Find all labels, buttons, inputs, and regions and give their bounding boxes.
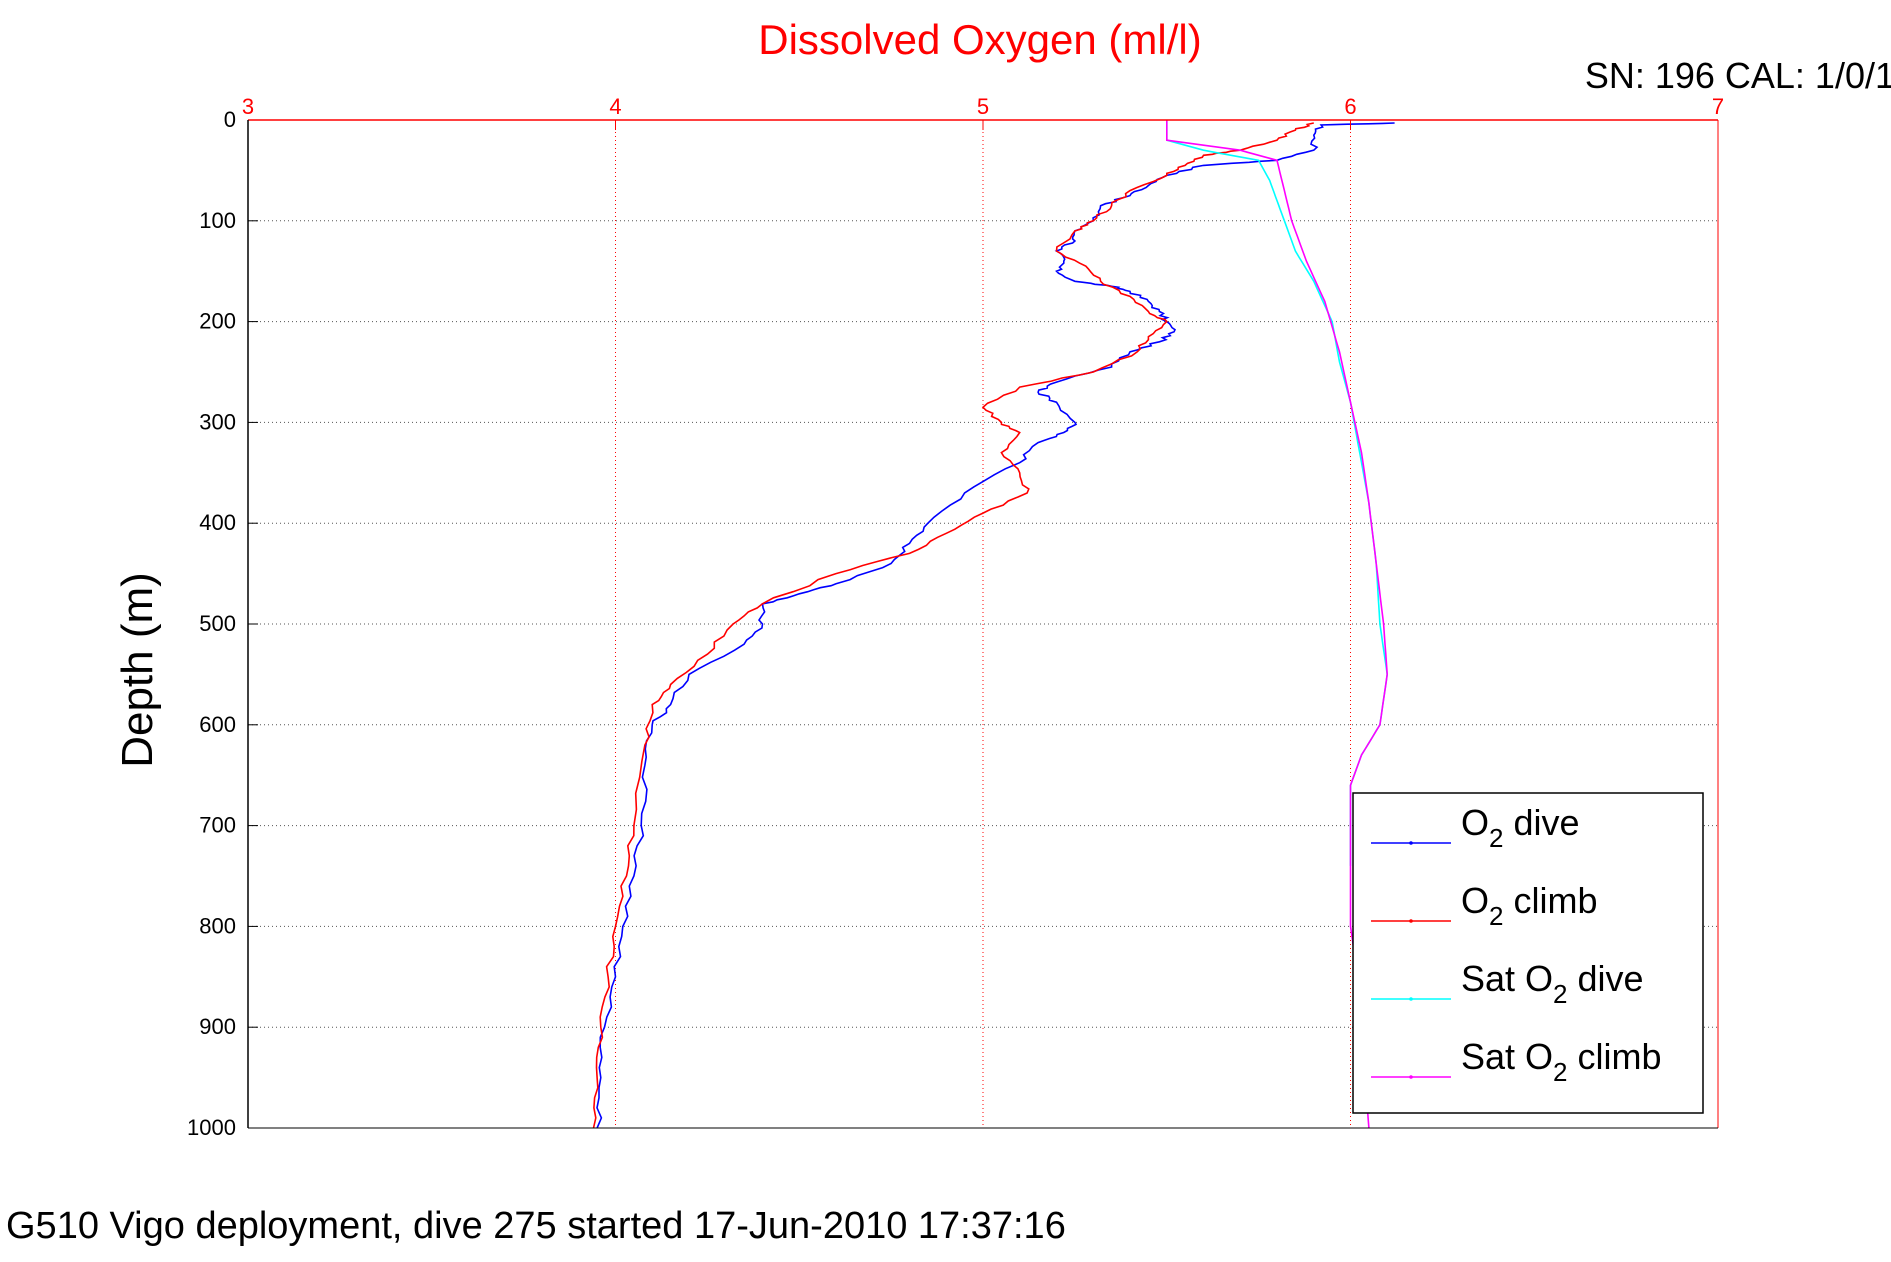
series-layer bbox=[592, 120, 1395, 1129]
x-tick-label: 4 bbox=[609, 94, 621, 119]
serial-label: SN: 196 CAL: 1/0/1 bbox=[1584, 55, 1891, 96]
legend: O2 dive O2 climb Sat O2 dive Sat O2 climb bbox=[1352, 792, 1704, 1114]
y-tick-label: 700 bbox=[199, 813, 236, 838]
y-tick-label: 100 bbox=[199, 208, 236, 233]
series-line-3 bbox=[1166, 120, 1389, 1129]
y-axis-label: Depth (m) bbox=[113, 572, 162, 768]
series-line-1 bbox=[592, 122, 1314, 1129]
legend-label-3: Sat O2 climb bbox=[1461, 1036, 1662, 1087]
legend-label-1: O2 climb bbox=[1461, 880, 1598, 931]
x-tick-label: 5 bbox=[977, 94, 989, 119]
y-tick-label: 800 bbox=[199, 913, 236, 938]
legend-marker-3 bbox=[1409, 1075, 1413, 1079]
legend-box bbox=[1352, 792, 1704, 1114]
legend-marker-2 bbox=[1409, 997, 1413, 1001]
footer-caption: G510 Vigo deployment, dive 275 started 1… bbox=[6, 1205, 1066, 1247]
legend-label-2: Sat O2 dive bbox=[1461, 958, 1644, 1009]
y-tick-label: 300 bbox=[199, 409, 236, 434]
y-tick-label: 900 bbox=[199, 1014, 236, 1039]
series-line-0 bbox=[596, 122, 1395, 1129]
y-tick-label: 500 bbox=[199, 611, 236, 636]
y-tick-label: 600 bbox=[199, 712, 236, 737]
y-tick-label: 400 bbox=[199, 510, 236, 535]
chart-title: Dissolved Oxygen (ml/l) bbox=[758, 16, 1201, 63]
legend-label-0: O2 dive bbox=[1461, 802, 1580, 853]
y-tick-label: 1000 bbox=[187, 1115, 236, 1140]
y-tick-label: 200 bbox=[199, 309, 236, 334]
x-tick-label: 6 bbox=[1344, 94, 1356, 119]
axes: 3 4 5 6 7 0 100 200 300 400 500 600 700 800 900 1000 bbox=[187, 94, 1724, 1140]
series-line-2 bbox=[1166, 120, 1389, 866]
legend-marker-1 bbox=[1409, 919, 1413, 923]
y-tick-label: 0 bbox=[224, 107, 236, 132]
legend-marker-0 bbox=[1409, 841, 1413, 845]
x-tick-label: 3 bbox=[242, 94, 254, 119]
x-tick-label: 7 bbox=[1712, 94, 1724, 119]
